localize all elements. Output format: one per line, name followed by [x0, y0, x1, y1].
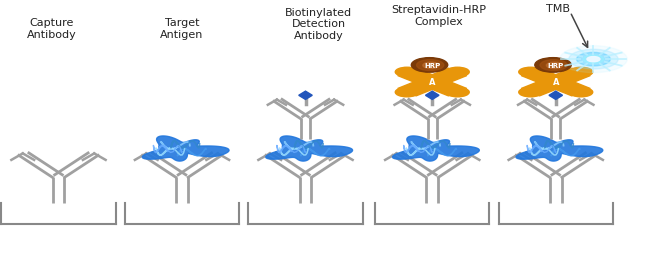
- Circle shape: [417, 60, 444, 70]
- Circle shape: [519, 67, 542, 77]
- Circle shape: [577, 52, 610, 66]
- Text: A: A: [552, 77, 559, 87]
- Circle shape: [583, 55, 604, 63]
- Text: Target
Antigen: Target Antigen: [161, 18, 203, 40]
- Polygon shape: [547, 68, 590, 86]
- Circle shape: [446, 67, 469, 77]
- Polygon shape: [398, 78, 441, 96]
- Polygon shape: [549, 91, 562, 99]
- Polygon shape: [299, 91, 312, 99]
- Text: A: A: [429, 77, 436, 87]
- Text: Streptavidin-HRP
Complex: Streptavidin-HRP Complex: [391, 5, 486, 27]
- Text: TMB: TMB: [546, 4, 569, 14]
- Text: HRP: HRP: [547, 63, 564, 69]
- Circle shape: [446, 87, 469, 97]
- Polygon shape: [398, 68, 441, 86]
- Polygon shape: [547, 78, 590, 96]
- Circle shape: [395, 87, 419, 97]
- Circle shape: [519, 87, 542, 97]
- Polygon shape: [266, 136, 352, 161]
- Text: Biotinylated
Detection
Antibody: Biotinylated Detection Antibody: [285, 8, 352, 41]
- Text: Capture
Antibody: Capture Antibody: [27, 18, 77, 40]
- Polygon shape: [142, 136, 229, 161]
- Polygon shape: [516, 136, 603, 161]
- Circle shape: [395, 67, 419, 77]
- Circle shape: [541, 76, 570, 88]
- Polygon shape: [426, 91, 439, 99]
- Polygon shape: [521, 68, 565, 86]
- Circle shape: [569, 87, 593, 97]
- Polygon shape: [423, 68, 467, 86]
- Circle shape: [418, 76, 447, 88]
- Polygon shape: [393, 136, 479, 161]
- Circle shape: [535, 58, 571, 72]
- Circle shape: [569, 49, 618, 69]
- Polygon shape: [521, 78, 565, 96]
- Circle shape: [547, 62, 563, 69]
- Circle shape: [540, 60, 567, 70]
- Text: HRP: HRP: [424, 63, 441, 69]
- Circle shape: [569, 67, 593, 77]
- Circle shape: [411, 58, 448, 72]
- Circle shape: [587, 56, 600, 62]
- Circle shape: [423, 62, 439, 69]
- Circle shape: [560, 46, 627, 73]
- Polygon shape: [423, 78, 467, 96]
